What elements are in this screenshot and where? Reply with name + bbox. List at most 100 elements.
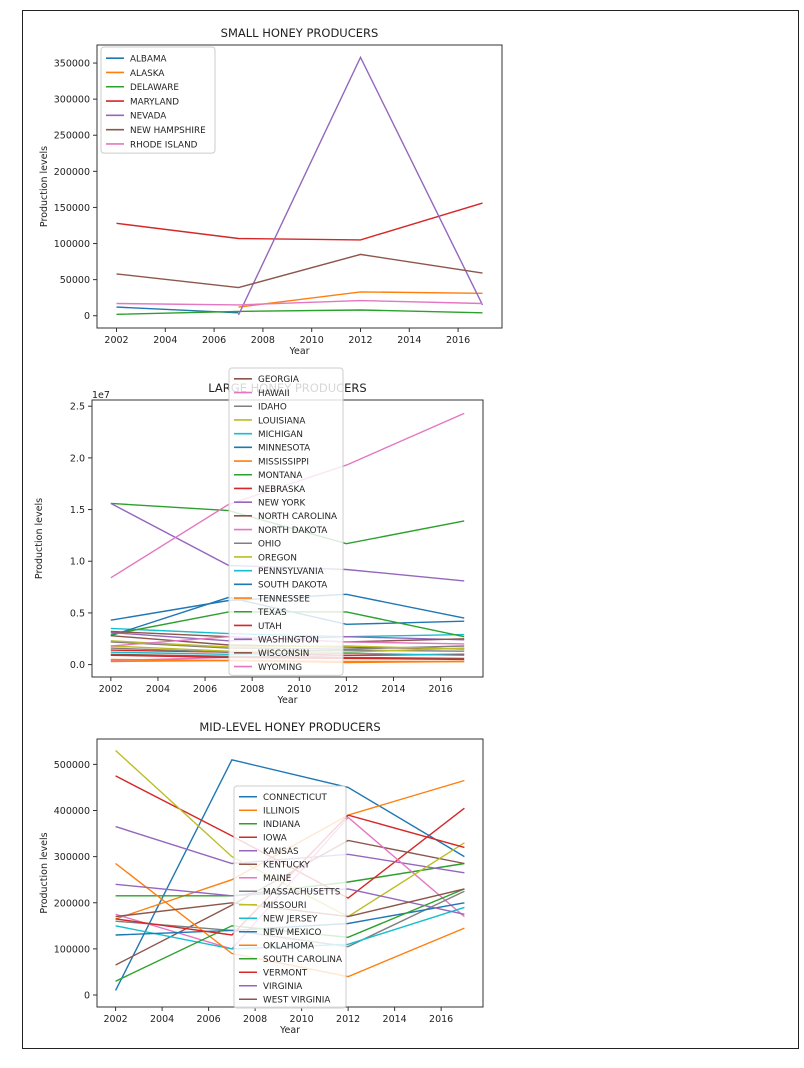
legend-label: MASSACHUSETTS [263, 888, 341, 898]
legend-label: MISSOURI [263, 901, 306, 911]
y-tick-label: 100000 [54, 239, 90, 250]
x-tick-label: 2010 [290, 1014, 314, 1025]
series-line-connecticut [114, 758, 465, 991]
x-tick-label: 2016 [446, 335, 470, 346]
series-line-delaware [116, 309, 483, 315]
chart-2: LARGE HONEY PRODUCERS2002200420062008201… [34, 367, 484, 706]
legend-label: IOWA [263, 834, 287, 844]
x-tick-label: 2004 [150, 1014, 174, 1025]
x-tick-label: 2002 [99, 684, 123, 695]
legend-label: KENTUCKY [263, 861, 310, 871]
legend-label: OREGON [258, 553, 297, 563]
legend: ALBAMA ALASKA DELAWARE MARYLAND NEVADA NEW HA… [100, 46, 216, 154]
chart-3: MID-LEVEL HONEY PRODUCERS 2002 2004 2006 200… [39, 720, 484, 1036]
legend-label: NEBRASKA [258, 485, 305, 495]
legend-label: WASHINGTON [258, 635, 319, 645]
x-tick-label: 2010 [300, 335, 324, 346]
series-lines [116, 55, 484, 316]
series-line-nevada [237, 55, 484, 316]
legend-label: WYOMING [258, 663, 302, 673]
x-tick-label: 2014 [381, 684, 405, 695]
x-axis-label: Year [288, 346, 309, 357]
legend-label: WISCONSIN [258, 649, 309, 659]
legend-box [233, 785, 347, 1009]
y-tick-label: 2.5 [70, 402, 85, 413]
legend: GEORGIA HAWAII IDAHO LOUISIANA MICHIGAN MINNE… [228, 367, 344, 676]
legend-label: TEXAS [257, 608, 287, 618]
y-tick-label: 300000 [54, 95, 90, 106]
legend-label: ALBAMA [130, 54, 167, 64]
x-axis-label: Year [276, 695, 297, 706]
y-tick-label: 1.0 [70, 557, 85, 568]
y-tick-label: 350000 [54, 59, 90, 70]
x-tick-label: 2014 [383, 1014, 407, 1025]
x-tick-label: 2004 [153, 335, 177, 346]
legend-label: WEST VIRGINIA [263, 996, 330, 1006]
y-tick-label: 400000 [54, 806, 90, 817]
chart-title: SMALL HONEY PRODUCERS [221, 26, 379, 40]
y-tick-label: 2.0 [70, 453, 85, 464]
x-tick-label: 2002 [104, 1014, 128, 1025]
legend-label: ILLINOIS [263, 807, 300, 817]
x-tick-label: 2012 [336, 1014, 360, 1025]
series-line-rhode-island [116, 299, 483, 306]
x-tick-label: 2006 [193, 684, 217, 695]
legend-label: KANSAS [263, 847, 299, 857]
y-tick-label: 150000 [54, 203, 90, 214]
legend: CONNECTICUT ILLINOIS INDIANA IOWA KANSAS KENT… [233, 785, 347, 1009]
legend-box [100, 46, 216, 154]
legend-label: MONTANA [258, 471, 302, 481]
legend-label: VERMONT [263, 969, 308, 979]
chart-1: SMALL HONEY PRODUCERS 2002 2004 2006 2008 201… [39, 26, 503, 357]
x-tick-label: 2008 [243, 1014, 267, 1025]
legend-label: SOUTH CAROLINA [263, 955, 342, 965]
legend-label: MARYLAND [130, 97, 179, 107]
y-axis-label: Production levels [39, 832, 50, 913]
legend-label: NEVADA [130, 112, 166, 122]
y-tick-label: 100000 [54, 944, 90, 955]
legend-box [228, 367, 344, 676]
legend-label: ALASKA [130, 69, 164, 79]
y-tick-label: 200000 [54, 898, 90, 909]
legend-label: DELAWARE [130, 83, 179, 93]
legend-label: NEW MEXICO [263, 928, 322, 938]
x-tick-label: 2002 [104, 335, 128, 346]
y-tick-label: 0.0 [70, 660, 85, 671]
y-tick-label: 300000 [54, 852, 90, 863]
x-tick-label: 2008 [240, 684, 264, 695]
x-tick-label: 2004 [146, 684, 170, 695]
series-line-alaska [238, 291, 483, 308]
legend-label: IDAHO [258, 403, 287, 413]
y-tick-label: 500000 [54, 760, 90, 771]
legend-label: RHODE ISLAND [130, 140, 198, 150]
legend-label: LOUISIANA [258, 416, 305, 426]
y-tick-label: 50000 [60, 275, 90, 286]
series-line-maryland [116, 202, 483, 241]
legend-label: OHIO [258, 540, 281, 550]
y-axis-label: Production levels [39, 146, 50, 227]
legend-label: NORTH DAKOTA [258, 526, 327, 536]
figure-frame [22, 10, 799, 1049]
y-exponent-label: 1e7 [92, 390, 110, 401]
legend-label: UTAH [258, 622, 282, 632]
x-axis-label: Year [279, 1025, 300, 1036]
legend-label: GEORGIA [258, 375, 299, 385]
x-tick-label: 2014 [397, 335, 421, 346]
legend-label: NORTH CAROLINA [258, 512, 337, 522]
x-tick-label: 2016 [429, 684, 453, 695]
legend-label: MINNESOTA [258, 444, 310, 454]
legend-label: PENNSYLVANIA [258, 567, 324, 577]
y-tick-label: 1.5 [70, 505, 85, 516]
x-tick-label: 2016 [429, 1014, 453, 1025]
x-tick-label: 2010 [287, 684, 311, 695]
legend-label: VIRGINIA [263, 982, 302, 992]
legend-label: TENNESSEE [257, 594, 310, 604]
legend-label: NEW JERSEY [263, 915, 318, 925]
legend-label: HAWAII [258, 389, 290, 399]
x-tick-label: 2012 [348, 335, 372, 346]
legend-label: SOUTH DAKOTA [258, 581, 327, 591]
y-tick-label: 0.5 [70, 608, 85, 619]
y-tick-label: 0 [84, 991, 90, 1002]
legend-label: NEW YORK [258, 498, 306, 508]
